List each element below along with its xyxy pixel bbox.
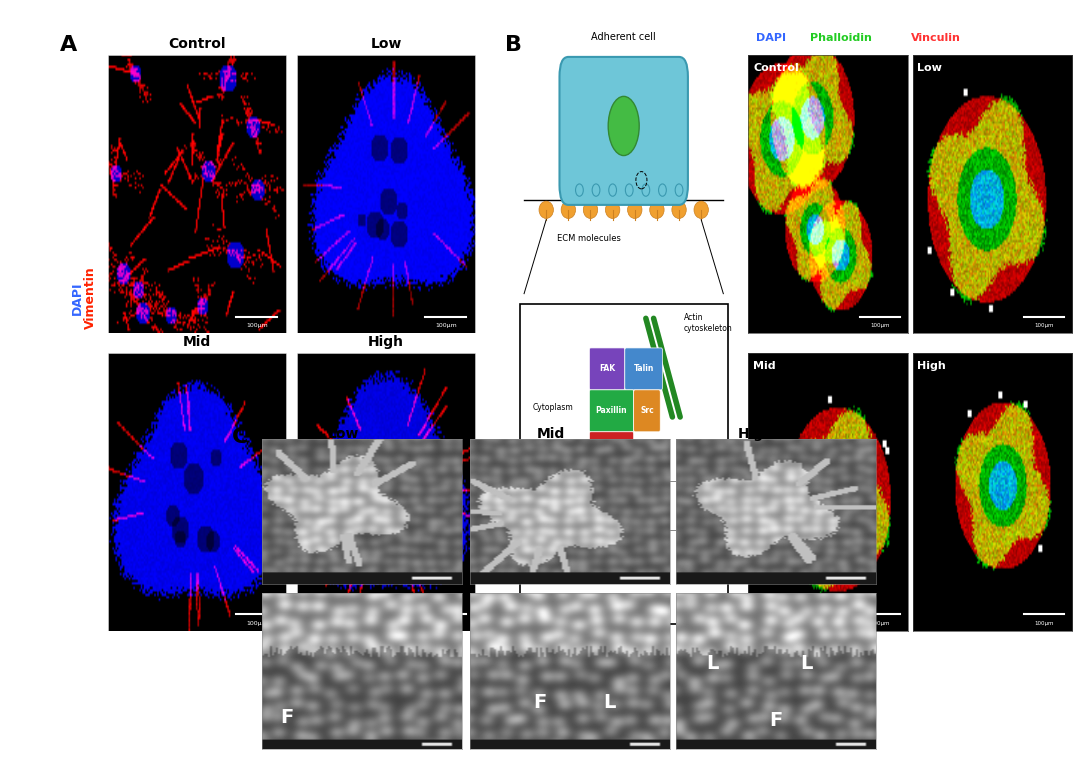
Text: Src: Src (640, 406, 653, 416)
Ellipse shape (622, 476, 634, 531)
Text: 100μm: 100μm (1035, 621, 1054, 626)
FancyBboxPatch shape (559, 57, 688, 205)
Text: Vinculin: Vinculin (594, 448, 629, 457)
Text: DAPI: DAPI (71, 281, 84, 314)
Ellipse shape (642, 184, 650, 196)
Text: F: F (280, 708, 293, 728)
FancyBboxPatch shape (519, 303, 728, 624)
Text: Cytoplasm: Cytoplasm (532, 403, 573, 412)
Text: Control: Control (168, 37, 226, 51)
Text: FAK: FAK (599, 365, 616, 373)
Text: Adherent cell: Adherent cell (592, 32, 656, 42)
Text: High: High (738, 427, 774, 441)
Ellipse shape (611, 545, 636, 580)
Text: 100μm: 100μm (870, 323, 890, 328)
Text: 100μm: 100μm (246, 621, 268, 626)
Text: Vimentin: Vimentin (84, 267, 97, 329)
Text: A: A (59, 35, 77, 56)
Ellipse shape (606, 201, 620, 219)
Text: Control: Control (753, 64, 799, 73)
Ellipse shape (672, 201, 686, 219)
Text: F: F (534, 692, 546, 712)
Text: ECM molecules: ECM molecules (557, 234, 621, 244)
Text: 100μm: 100μm (246, 323, 268, 328)
FancyBboxPatch shape (590, 348, 625, 390)
Text: α: α (615, 500, 619, 506)
Text: L: L (800, 654, 812, 673)
Text: Mid: Mid (183, 335, 212, 349)
Ellipse shape (675, 184, 683, 196)
FancyBboxPatch shape (590, 432, 634, 474)
Text: L: L (706, 654, 718, 673)
Ellipse shape (650, 201, 664, 219)
Ellipse shape (576, 184, 583, 196)
Text: Low: Low (327, 427, 360, 441)
Text: DAPI: DAPI (756, 33, 786, 43)
Text: Actin
cytoskeleton: Actin cytoskeleton (684, 314, 732, 332)
Text: Plasma
membrane: Plasma membrane (528, 496, 570, 515)
Ellipse shape (539, 201, 553, 219)
Text: Vinculin: Vinculin (910, 33, 960, 43)
Text: Substrate: Substrate (532, 570, 570, 579)
Text: Phalloidin: Phalloidin (810, 33, 872, 43)
Text: 100μm: 100μm (435, 621, 457, 626)
Text: Paxillin: Paxillin (596, 406, 627, 416)
Ellipse shape (592, 184, 599, 196)
Ellipse shape (609, 184, 617, 196)
Text: C: C (232, 427, 248, 448)
Ellipse shape (627, 201, 642, 219)
Text: High: High (368, 335, 404, 349)
Text: High: High (917, 361, 946, 371)
FancyBboxPatch shape (634, 390, 660, 432)
Text: F: F (769, 711, 783, 730)
Ellipse shape (659, 184, 666, 196)
Text: ECM: ECM (616, 560, 632, 565)
FancyBboxPatch shape (590, 390, 634, 432)
Ellipse shape (611, 476, 622, 531)
Text: B: B (505, 35, 523, 56)
Text: Mid: Mid (753, 361, 775, 371)
Text: Mid: Mid (537, 427, 565, 441)
Text: β: β (626, 500, 631, 506)
Text: 100μm: 100μm (435, 323, 457, 328)
Text: Talin: Talin (634, 365, 653, 373)
Text: Low: Low (917, 64, 942, 73)
Ellipse shape (625, 184, 633, 196)
Text: 100μm: 100μm (870, 621, 890, 626)
Text: L: L (604, 692, 616, 712)
FancyBboxPatch shape (625, 348, 662, 390)
Text: Low: Low (370, 37, 402, 51)
Ellipse shape (694, 201, 708, 219)
Ellipse shape (608, 96, 639, 155)
Ellipse shape (562, 201, 576, 219)
Ellipse shape (583, 201, 597, 219)
Text: 100μm: 100μm (1035, 323, 1054, 328)
